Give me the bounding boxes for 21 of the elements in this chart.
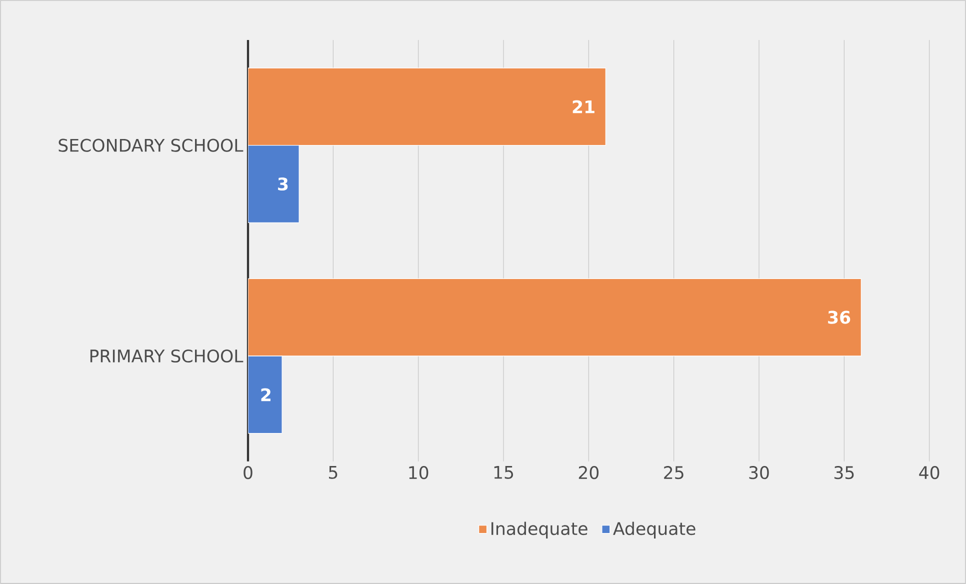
y-tick-label: PRIMARY SCHOOL (90, 349, 244, 363)
bar (248, 356, 282, 434)
y-tick-label: SECONDARY SCHOOL (58, 138, 244, 152)
legend-label: Adequate (613, 522, 696, 538)
x-tick-label: 40 (919, 466, 940, 480)
data-label: 2 (261, 388, 270, 402)
data-label: 36 (828, 310, 850, 324)
x-tick-label: 25 (664, 466, 684, 480)
legend-label: Inadequate (491, 522, 588, 538)
data-label: 21 (572, 100, 594, 114)
x-tick-label: 10 (409, 466, 428, 480)
bar (248, 144, 300, 223)
x-tick-label: 15 (494, 466, 514, 479)
x-tick-label: 30 (749, 466, 769, 480)
x-tick-label: 5 (328, 466, 338, 479)
x-tick-label: 35 (834, 466, 854, 480)
bar (248, 68, 606, 146)
x-tick-label: 20 (578, 466, 599, 480)
bar (248, 278, 862, 356)
data-label: 3 (278, 177, 288, 191)
x-tick-label: 0 (244, 466, 252, 480)
